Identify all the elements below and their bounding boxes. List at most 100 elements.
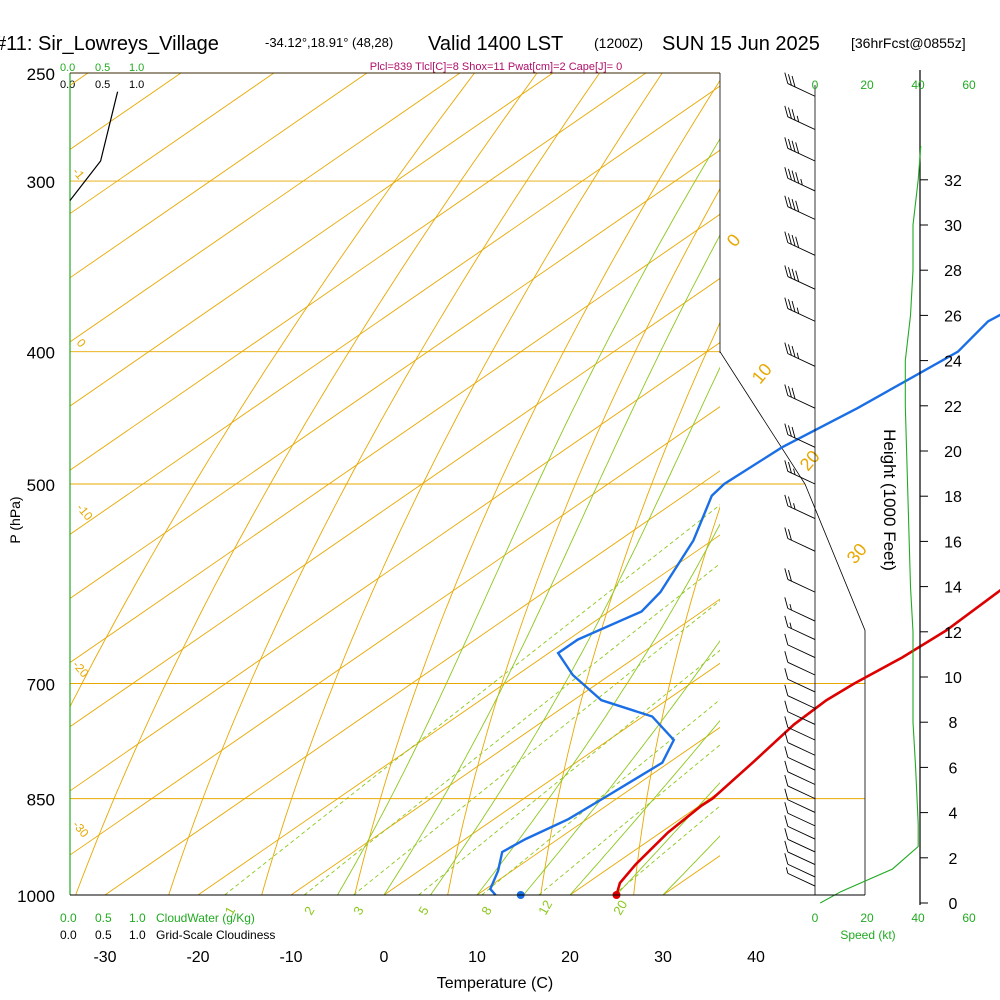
forecast-tag: [36hrFcst@0855z]: [851, 35, 966, 51]
wind-barb: [784, 460, 816, 485]
speed-bottom-tick: 20: [860, 911, 874, 925]
mixing-ratio-label: 12: [535, 897, 555, 917]
height-tick-label: 2: [949, 851, 958, 868]
height-tick-label: 22: [944, 399, 962, 416]
height-tick-label: 4: [949, 806, 958, 823]
height-tick-label: 0: [949, 896, 958, 913]
isotherm-label: -30: [70, 818, 92, 841]
station-title: #11: Sir_Lowreys_Village: [0, 33, 219, 55]
temperature-tick-label: -30: [93, 949, 116, 966]
speed-top-tick: 60: [962, 78, 976, 92]
cloudwater-top-tick: 0.0: [60, 62, 75, 74]
dewpoint-profile-line: [488, 313, 1000, 896]
mixing-ratio-line: [538, 744, 720, 895]
wind-barb: [784, 760, 816, 785]
moist-adiabat-line: [430, 366, 720, 895]
wind-barb: [784, 788, 816, 813]
wind-barb: [784, 494, 816, 519]
speed-top-tick: 0: [812, 78, 819, 92]
moist-adiabat-line: [523, 640, 720, 895]
wind-barb: [784, 72, 816, 97]
wind-barb: [784, 828, 816, 853]
height-tick-label: 14: [944, 580, 962, 597]
speed-label: Speed (kt): [840, 928, 895, 942]
cloudiness-bottom-tick: 0.5: [95, 928, 112, 942]
wind-barb: [784, 802, 816, 827]
speed-bottom-tick: 60: [962, 911, 976, 925]
wind-barb: [784, 597, 816, 622]
isotherm-line: [849, 73, 1000, 895]
isotherm-label: -20: [70, 658, 92, 681]
dry-adiabat-line: [70, 73, 476, 708]
isotherm-label: 0: [723, 230, 745, 251]
valid-date: SUN 15 Jun 2025: [662, 33, 820, 55]
wind-barb: [784, 195, 816, 220]
mixing-ratio-label: 20: [610, 897, 630, 917]
isotherm-line: [70, 73, 647, 471]
height-tick-label: 18: [944, 489, 962, 506]
cloudiness-bottom-tick: 0.0: [60, 928, 77, 942]
wind-barb: [784, 840, 816, 865]
dry-adiabat-line: [820, 49, 1000, 924]
wind-barb: [784, 716, 816, 741]
height-tick-label: 8: [949, 715, 958, 732]
wind-barb: [784, 105, 816, 130]
moist-adiabat-line: [569, 719, 720, 895]
isotherm-line: [290, 598, 720, 895]
isotherm-label: -1: [70, 165, 88, 182]
mixing-ratio-label: 3: [350, 904, 367, 918]
wind-barb: [784, 633, 816, 658]
speed-bottom-tick: 40: [911, 911, 925, 925]
wind-barb: [785, 867, 816, 887]
cloud-water-line: [69, 91, 119, 201]
wind-barb: [784, 774, 816, 800]
speed-profile-line: [819, 145, 922, 904]
thermo-background: [70, 49, 1000, 924]
mixing-ratio-line: [224, 504, 720, 895]
cloudwater-bottom-tick: 1.0: [129, 911, 146, 925]
zulu-time: (1200Z): [594, 35, 643, 51]
pressure-tick-label: 250: [27, 65, 55, 84]
cloudiness-bottom-tick: 1.0: [129, 928, 146, 942]
pressure-tick-label: 850: [27, 791, 55, 810]
pressure-tick-label: 300: [27, 173, 55, 192]
speed-top-tick: 20: [860, 78, 874, 92]
mixing-ratio-label: 5: [415, 904, 432, 918]
height-tick-label: 6: [949, 760, 958, 777]
wind-barb: [784, 167, 816, 192]
pressure-tick-label: 700: [27, 676, 55, 695]
cloudwater-top-tick: 1.0: [129, 62, 144, 74]
height-tick-label: 28: [944, 263, 962, 280]
moist-adiabat-line: [337, 137, 720, 895]
station-coords: -34.12°,18.91° (48,28): [265, 35, 393, 50]
dry-adiabat-line: [633, 505, 720, 895]
wind-barb: [784, 423, 816, 448]
cloudiness-top-tick: 0.0: [60, 79, 75, 91]
wind-barb: [784, 342, 816, 367]
y-axis-label: P (hPa): [7, 496, 23, 543]
height-tick-label: 32: [944, 173, 962, 190]
isotherm-line: [383, 662, 720, 895]
temperature-tick-label: -10: [279, 949, 302, 966]
wind-barb: [784, 384, 816, 409]
height-tick-label: 12: [944, 625, 962, 642]
temperature-tick-label: -20: [186, 949, 209, 966]
temperature-tick-label: 0: [380, 949, 389, 966]
speed-bottom-tick: 0: [812, 911, 819, 925]
isotherm-label: -10: [74, 501, 96, 524]
height-tick-label: 20: [944, 444, 962, 461]
mixing-ratio-line: [353, 600, 720, 895]
wind-barb: [784, 746, 816, 771]
cloudiness-label: Grid-Scale Cloudiness: [156, 928, 275, 942]
wind-barb: [784, 815, 816, 840]
moist-adiabat-line: [383, 234, 720, 895]
wind-barb: [784, 668, 816, 693]
speed-top-tick: 40: [911, 78, 925, 92]
height-tick-label: 16: [944, 534, 962, 551]
temperature-tick-label: 10: [468, 949, 486, 966]
height-tick-label: 26: [944, 308, 962, 325]
